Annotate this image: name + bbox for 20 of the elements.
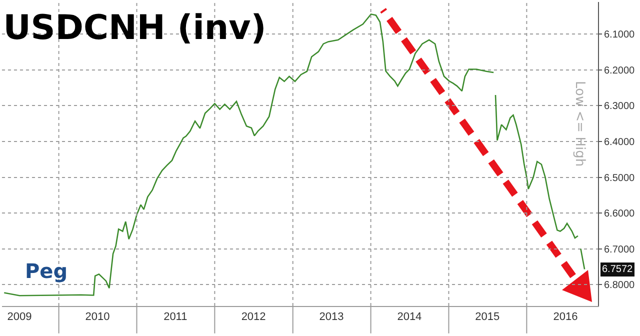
data-label: 6.7572 bbox=[602, 264, 634, 275]
chart-title: USDCNH (inv) bbox=[3, 8, 266, 48]
y-tick-label: 6.1000 bbox=[604, 30, 636, 41]
y-axis-title: Low <= High bbox=[572, 81, 588, 167]
y-tick-label: 6.2000 bbox=[604, 65, 636, 76]
x-tick-label: 2015 bbox=[475, 311, 500, 324]
x-tick-label: 2012 bbox=[241, 311, 266, 324]
y-tick-label: 6.8000 bbox=[604, 280, 636, 292]
x-tick-label: 2016 bbox=[553, 311, 578, 324]
y-tick-label: 6.4000 bbox=[604, 136, 636, 148]
y-tick-label: 6.6000 bbox=[604, 208, 636, 220]
x-tick-label: 2011 bbox=[164, 311, 188, 324]
x-tick-label: 2009 bbox=[7, 311, 32, 324]
annotation: Peg bbox=[25, 259, 68, 283]
x-tick-label: 2010 bbox=[85, 311, 110, 324]
x-tick-label: 2014 bbox=[397, 311, 422, 324]
y-tick-label: 6.7000 bbox=[604, 244, 636, 256]
y-tick-label: 6.5000 bbox=[604, 172, 636, 184]
x-tick-label: 2013 bbox=[319, 311, 344, 324]
y-tick-label: 6.3000 bbox=[604, 101, 636, 112]
